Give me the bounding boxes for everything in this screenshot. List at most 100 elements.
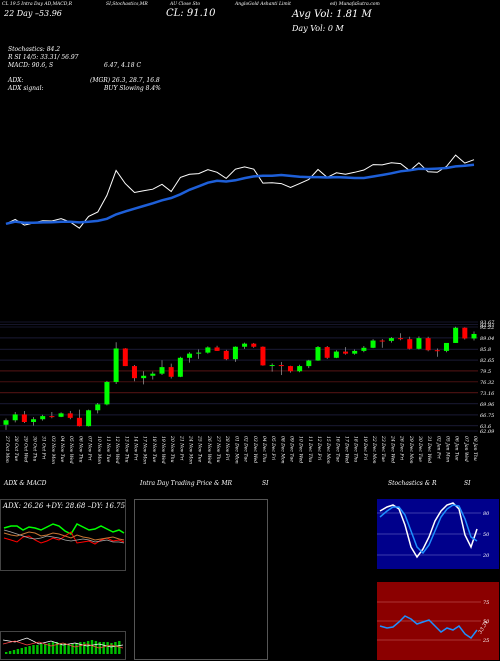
close-line [5, 154, 475, 229]
date-label: 04 Dec Thu [261, 436, 267, 462]
date-label: 27 Nov Thu [215, 435, 221, 463]
price-lines [5, 154, 475, 229]
macd-bar [16, 649, 20, 654]
date-label: 19 Nov Wed [160, 436, 166, 464]
rsi-value: R SI 14/5: 33.31/ 56.97 [8, 54, 79, 61]
price-level-label: 92.87 [480, 323, 495, 329]
price-level-label: 85.8 [480, 347, 491, 353]
date-label: 21 Nov Fri [178, 435, 184, 461]
price-change: 22 Day –53.96 [4, 9, 62, 18]
candle-body [113, 348, 119, 382]
date-label: 09 Dec Tue [288, 436, 294, 462]
candle-body [131, 366, 137, 379]
date-label: 06 Jan Tue [454, 436, 460, 461]
date-label: 31 Dec Wed [426, 436, 432, 463]
date-label: 03 Nov Mon [50, 436, 56, 464]
candle-body [361, 347, 367, 351]
candle-body [104, 381, 110, 405]
macd-bar [5, 652, 8, 654]
adx-signal-value: BUY Slowing 8.4% [104, 85, 161, 92]
candle-body [453, 327, 459, 343]
candle-body [141, 375, 147, 379]
date-label: 29 Oct Wed [22, 435, 28, 463]
macd-bar [20, 648, 23, 654]
date-label: 23 Dec Tue [380, 435, 386, 462]
macd-panel [0, 631, 126, 660]
macd-bar [40, 644, 43, 654]
intraday-panel-title: Intra Day Trading Price & MR [140, 480, 233, 487]
macd-bar [71, 644, 74, 654]
price-level-label: 66.75 [480, 413, 494, 419]
candle-body [416, 338, 422, 349]
candle-body [333, 351, 339, 358]
candle-body [324, 347, 330, 358]
candle-body [67, 413, 73, 418]
candle-body [205, 347, 211, 353]
avg-volume: Avg Vol: 1.81 M [292, 9, 372, 20]
price-level-label: 89.04 [480, 336, 494, 342]
adx-panel: ADX: 26.26 +DY: 28.68 –DY: 16.75 [0, 499, 126, 571]
macd-bar [36, 645, 39, 654]
date-label: 24 Dec Wed [389, 435, 395, 463]
date-label: 18 Nov Tue [151, 436, 157, 463]
date-label: 19 Dec Fri [362, 436, 368, 461]
date-label: 05 Dec Fri [270, 436, 276, 461]
date-label: 11 Dec Thu [307, 436, 313, 462]
macd-bar [106, 642, 109, 654]
candle-body [12, 414, 18, 421]
stoch-panel-title: Stochastics & R [388, 480, 437, 487]
candle-body [168, 367, 174, 377]
macd-line [2, 637, 124, 648]
macd-bar [79, 642, 82, 654]
close-price: CL: 91.10 [166, 8, 216, 19]
ma-line [5, 163, 475, 226]
rsi-level-50: 50 [483, 619, 490, 625]
macd-bar [94, 641, 98, 654]
macd-bar [102, 642, 105, 654]
price-level-label: 79.5 [480, 369, 491, 375]
date-label: 26 Nov Wed [206, 435, 212, 464]
macd-histogram [2, 637, 124, 654]
date-label: 02 Jan Fri [435, 436, 441, 459]
candle-body [95, 404, 101, 411]
stochastics-value: Stochastics: 84.2 [8, 46, 61, 53]
price-level-label: 62.09 [480, 429, 495, 435]
date-label: 25 Nov Tue [197, 435, 203, 463]
candle-body [21, 414, 27, 422]
candle-body [443, 342, 449, 351]
date-label: 24 Nov Mon [188, 435, 194, 464]
candle-body [223, 350, 229, 360]
adx-value: (MGR) 26.3, 28.7, 16.8 [90, 77, 160, 84]
date-label: 03 Dec Wed [252, 436, 258, 463]
candle-body [3, 420, 9, 425]
macd-bar [44, 644, 47, 654]
stochastics-panel: 80 50 20 [377, 499, 499, 569]
date-label: 26 Dec Fri [399, 435, 405, 461]
date-label: 27 Oct Mon [4, 435, 10, 463]
adx-panel-title: ADX & MACD [4, 480, 47, 487]
macd-bar [51, 642, 55, 654]
candle-body [278, 365, 284, 367]
stoch-level-20: 20 [482, 553, 490, 559]
candle-body [471, 333, 477, 339]
header-title-mid: SI,Stochastics,MR [106, 2, 148, 7]
date-label: 12 Nov Wed [114, 436, 120, 464]
date-label: 18 Dec Thu [353, 436, 359, 462]
macd-bar [47, 643, 51, 654]
rsi-level-75: 75 [483, 600, 489, 606]
rsi-marker: 33.31 [478, 620, 490, 635]
candle-body [242, 343, 248, 347]
date-label: 17 Nov Mon [142, 436, 148, 464]
adx-lines [3, 523, 125, 545]
candle-body [379, 340, 385, 342]
candle-body [462, 327, 468, 339]
candle-body [388, 338, 394, 341]
candle-body [76, 417, 82, 427]
candle-body [86, 410, 92, 427]
macd-bar [110, 643, 113, 654]
date-label: 01 Dec Mon [233, 436, 239, 464]
candle-body [297, 366, 303, 372]
rsi-level-25: 25 [482, 638, 489, 644]
